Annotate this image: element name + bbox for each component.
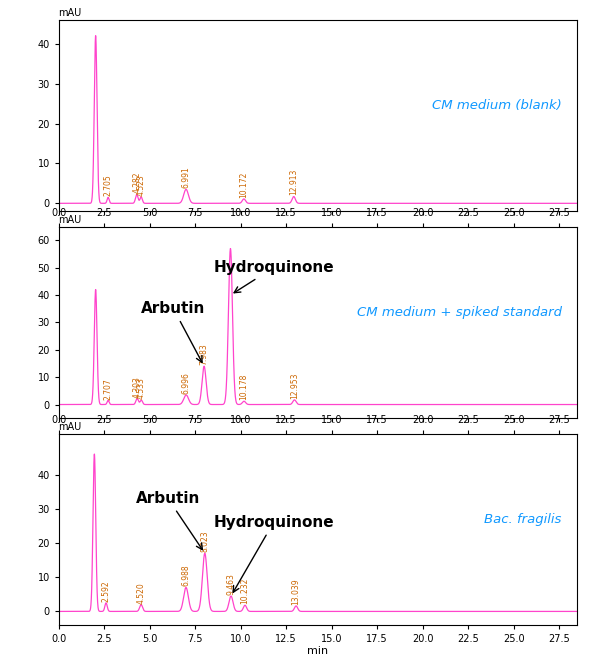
Text: Hydroquinone: Hydroquinone	[213, 260, 334, 293]
Text: mAU: mAU	[58, 215, 82, 225]
Text: CM medium + spiked standard: CM medium + spiked standard	[357, 307, 562, 319]
Text: 4.282: 4.282	[133, 172, 141, 193]
Text: 4.303: 4.303	[133, 376, 142, 397]
Text: 10.172: 10.172	[239, 171, 249, 198]
Text: 9.463: 9.463	[227, 573, 236, 595]
Text: mAU: mAU	[58, 422, 82, 432]
Text: 10.232: 10.232	[240, 578, 250, 604]
Text: 6.996: 6.996	[181, 372, 191, 394]
Text: 8.023: 8.023	[200, 530, 209, 552]
Text: Arbutin: Arbutin	[141, 301, 206, 363]
Text: 2.592: 2.592	[101, 580, 111, 602]
X-axis label: min: min	[307, 645, 329, 655]
Text: Hydroquinone: Hydroquinone	[213, 515, 334, 592]
Text: 13.039: 13.039	[292, 578, 300, 605]
Text: 12.913: 12.913	[289, 169, 298, 195]
Text: 4.520: 4.520	[137, 582, 145, 603]
Text: CM medium (blank): CM medium (blank)	[432, 99, 562, 113]
Text: 6.991: 6.991	[181, 166, 191, 188]
Text: 2.705: 2.705	[104, 174, 112, 196]
Text: 10.178: 10.178	[240, 374, 249, 401]
Text: Arbutin: Arbutin	[136, 491, 203, 549]
Text: 2.707: 2.707	[104, 378, 112, 399]
Text: mAU: mAU	[58, 8, 82, 18]
Text: 4.533: 4.533	[137, 378, 146, 399]
Text: 12.953: 12.953	[290, 372, 299, 399]
Text: 6.988: 6.988	[181, 565, 190, 586]
Text: 4.523: 4.523	[137, 174, 145, 195]
Text: 7.983: 7.983	[200, 343, 209, 365]
Text: Bac. fragilis: Bac. fragilis	[484, 513, 562, 526]
